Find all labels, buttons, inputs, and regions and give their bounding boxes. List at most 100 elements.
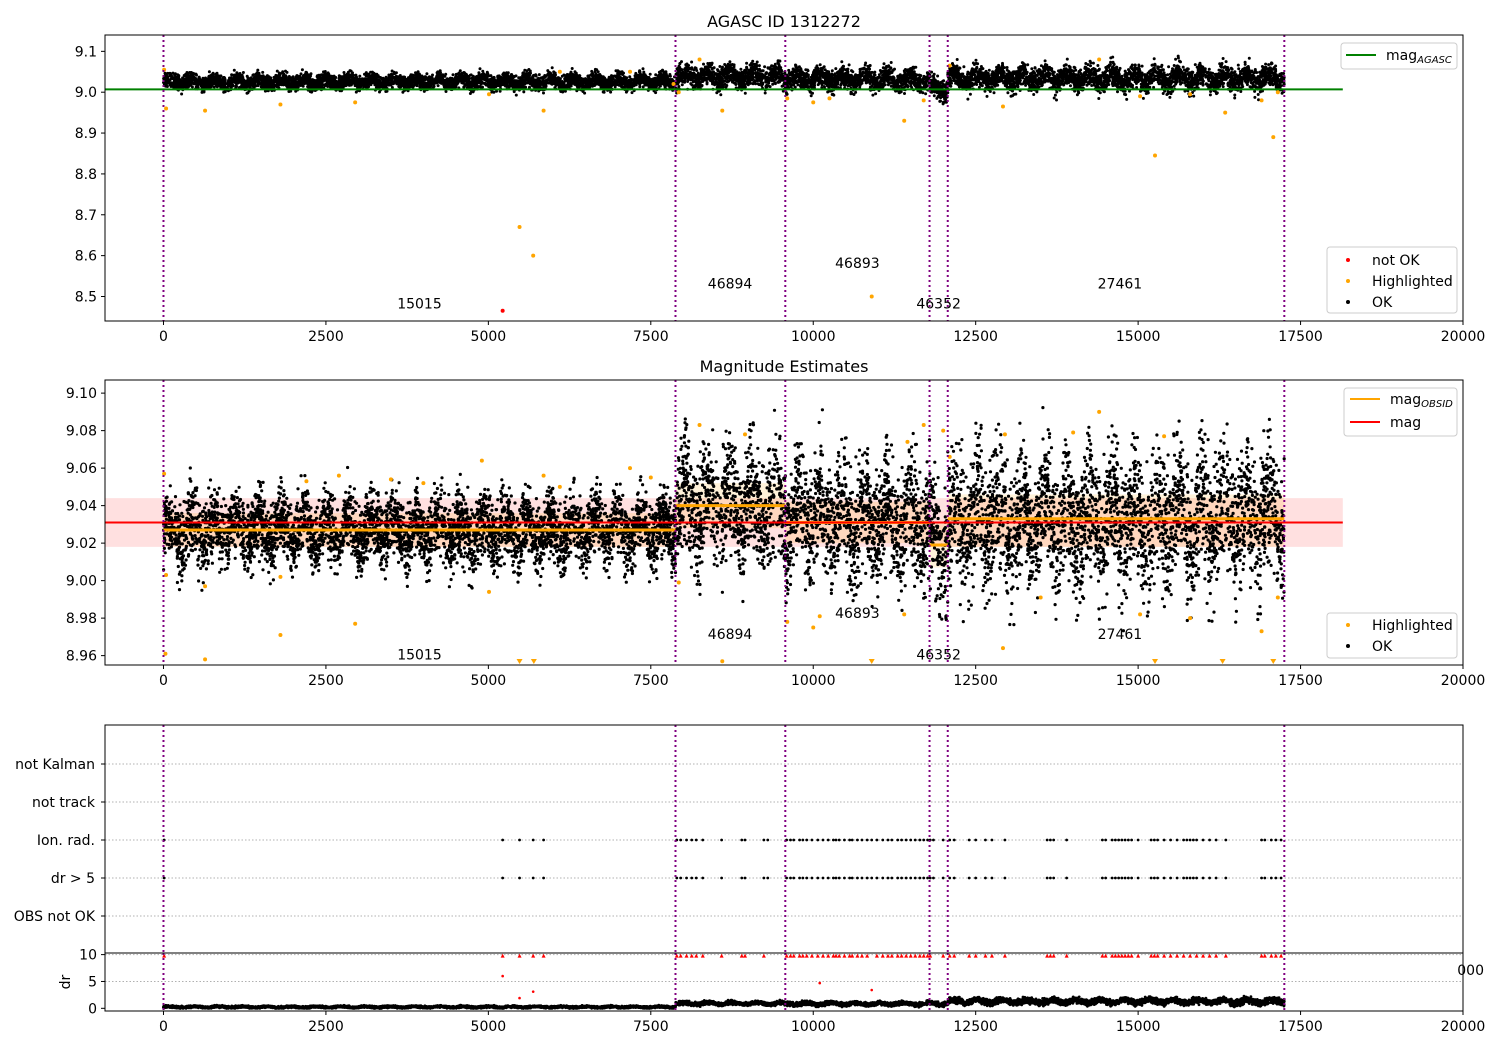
data-point [556,83,560,86]
data-point [642,70,646,74]
data-point [207,70,211,74]
data-point [602,78,606,82]
data-point [481,72,485,76]
data-point [690,60,694,64]
data-point [305,76,309,80]
data-point [263,77,267,81]
data-point [251,73,255,77]
data-point [304,70,308,74]
data-point [599,76,603,80]
data-point [501,77,504,80]
data-point [321,79,325,83]
data-point [440,76,444,80]
data-point [629,78,633,82]
data-point [364,71,368,75]
data-point [611,82,615,86]
data-point [208,81,212,85]
data-point [358,74,362,78]
data-point [648,82,651,86]
data-point [581,90,585,93]
data-point [260,77,264,81]
data-point [231,84,235,88]
data-point [641,85,645,89]
data-point [278,82,282,86]
data-point [399,85,403,89]
data-point [239,80,243,84]
data-point [615,79,619,83]
data-point [255,71,259,75]
data-point [345,81,348,85]
data-point [245,79,249,83]
data-point [595,79,599,83]
data-point [683,68,687,72]
data-point [241,71,245,74]
data-point [450,76,454,80]
data-point [659,76,663,80]
data-point [205,79,209,83]
data-point [617,70,621,74]
data-point [534,74,538,78]
data-point [454,83,458,87]
data-point [194,85,198,89]
data-point [407,76,410,80]
data-point [200,90,204,94]
data-point [513,84,516,88]
data-point [349,81,353,85]
data-point [539,76,543,80]
data-point [768,85,772,89]
data-point [221,80,225,84]
data-point [239,75,243,79]
data-point [266,83,270,87]
data-point [266,78,270,82]
data-point [340,78,344,82]
data-point [573,70,577,74]
data-point [551,76,555,80]
data-point [347,83,351,87]
data-point [202,77,206,81]
data-point [637,80,641,84]
data-point [622,71,625,75]
data-point [567,81,571,84]
data-point [517,80,521,84]
data-point [351,76,355,80]
data-point [677,85,681,88]
data-point [584,77,588,81]
data-point [195,73,198,77]
data-point [164,76,168,80]
data-point [622,75,626,79]
data-point [650,84,654,88]
data-point [284,79,288,83]
data-point [163,71,167,75]
data-point [365,78,368,82]
data-point [285,70,289,74]
data-point [566,84,570,88]
data-point [705,82,709,86]
data-point [309,74,312,78]
data-point [752,62,756,66]
data-point [230,79,234,83]
data-point [349,69,353,73]
data-point [493,81,497,85]
data-point [422,89,426,93]
data-point [427,76,431,80]
data-point [595,68,599,72]
data-point [702,62,705,66]
data-point [265,74,269,78]
data-point [526,77,530,81]
data-point [534,82,538,86]
data-point [486,72,490,76]
data-point [492,90,496,94]
data-point [197,80,201,84]
data-point [613,85,617,89]
data-point [531,84,535,88]
data-point [446,78,450,82]
data-point [436,84,440,88]
data-point [512,75,516,79]
data-point [409,78,413,82]
data-point [306,85,310,89]
data-point [718,65,722,68]
data-point [245,91,249,95]
data-point [550,66,554,70]
data-point [256,68,260,72]
data-point [549,79,553,83]
